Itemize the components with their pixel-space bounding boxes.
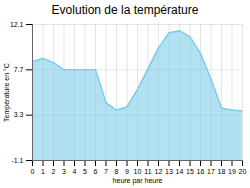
svg-text:10: 10: [134, 168, 142, 175]
svg-text:11: 11: [144, 168, 151, 175]
svg-text:1: 1: [41, 168, 45, 175]
svg-text:7.7: 7.7: [14, 66, 24, 73]
html-text:Evolution de la température: Evolution de la température: [51, 3, 199, 17]
svg-text:18: 18: [218, 168, 226, 175]
svg-text:7: 7: [104, 168, 108, 175]
svg-text:5: 5: [83, 168, 87, 175]
svg-text:8: 8: [115, 168, 119, 175]
svg-text:-1.1: -1.1: [11, 157, 23, 164]
svg-text:12.1: 12.1: [10, 21, 24, 28]
svg-text:13: 13: [165, 168, 173, 175]
svg-text:12: 12: [155, 168, 163, 175]
svg-text:16: 16: [197, 168, 205, 175]
svg-text:3.3: 3.3: [14, 111, 24, 118]
svg-text:17: 17: [207, 168, 215, 175]
svg-text:19: 19: [228, 168, 236, 175]
svg-text:20: 20: [239, 168, 247, 175]
svg-text:2: 2: [52, 168, 56, 175]
svg-text:6: 6: [94, 168, 98, 175]
svg-text:heure par heure: heure par heure: [113, 177, 163, 185]
svg-text:4: 4: [73, 168, 77, 175]
svg-text:14: 14: [176, 168, 184, 175]
svg-text:0: 0: [31, 168, 35, 175]
svg-text:9: 9: [125, 168, 129, 175]
svg-text:3: 3: [62, 168, 66, 175]
svg-text:Température en °C: Température en °C: [3, 63, 11, 122]
svg-text:15: 15: [186, 168, 194, 175]
